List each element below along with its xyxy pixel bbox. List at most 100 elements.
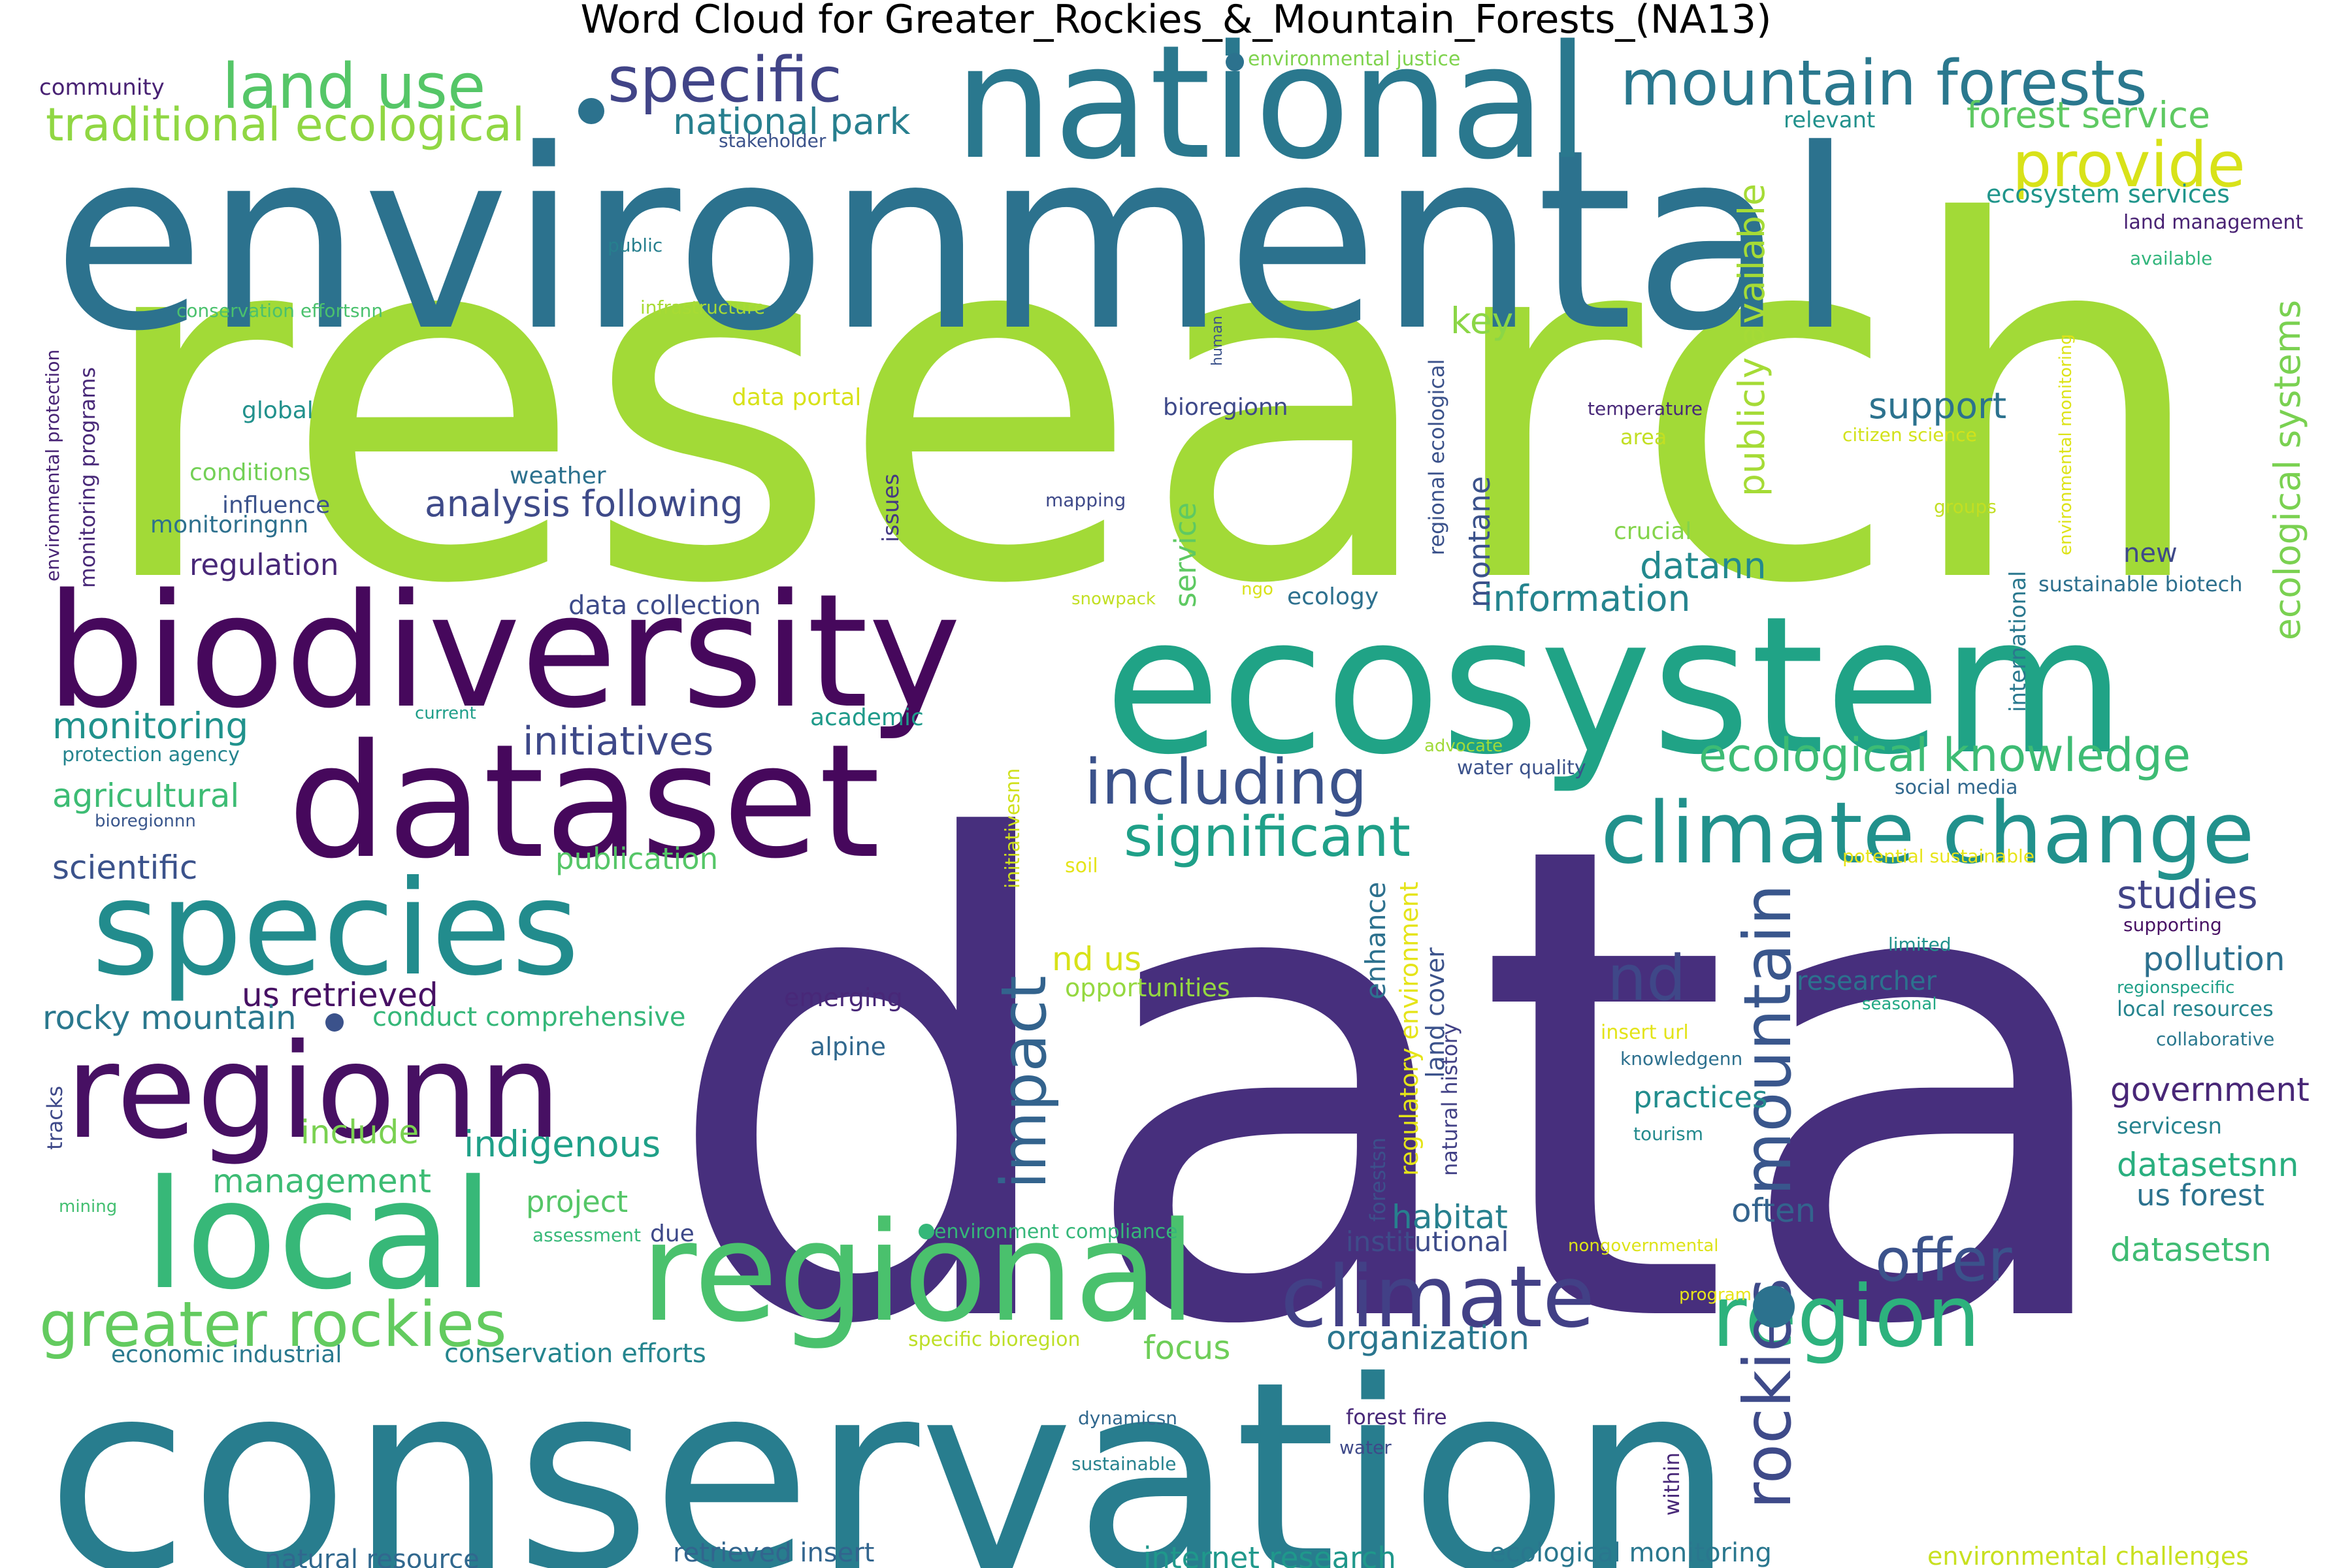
word-focus: focus — [1143, 1329, 1230, 1367]
word-nongovernmental: nongovernmental — [1568, 1236, 1719, 1256]
word-organization: organization — [1326, 1319, 1529, 1357]
word-ecological-monitoring: ecological monitoring — [1490, 1538, 1772, 1568]
word-knowledgenn: knowledgenn — [1620, 1048, 1742, 1070]
word-community: community — [39, 74, 165, 101]
word-internet-research: internet research — [1143, 1541, 1396, 1568]
word-forestsn: forestsn — [1365, 1137, 1390, 1222]
word-significant: significant — [1124, 805, 1411, 870]
word-mountain-forests: mountain forests — [1620, 48, 2148, 120]
word-government: government — [2110, 1071, 2310, 1109]
word-tracks: tracks — [42, 1086, 67, 1150]
word-environmental-monitoring: environmental monitoring — [2056, 334, 2076, 555]
word-conservation-effortsnn: conservation effortsnn — [176, 300, 383, 321]
word-stakeholder: stakeholder — [719, 130, 826, 152]
word-national: national — [954, 11, 1590, 194]
word-specific-bioregion: specific bioregion — [908, 1328, 1081, 1351]
word-project: project — [526, 1184, 628, 1219]
word-available: available — [2130, 248, 2212, 269]
word-environmental-justice: environmental justice — [1248, 48, 1460, 71]
word-mountain: mountain — [1729, 884, 1806, 1196]
word-mapping: mapping — [1045, 489, 1126, 511]
word-environmental-protection: environmental protection — [42, 350, 63, 581]
word-soil: soil — [1065, 855, 1098, 877]
word-ecological-knowledge: ecological knowledge — [1699, 728, 2191, 782]
word-publicly-available: publicly available — [1731, 184, 1772, 497]
word-ecological-systems: ecological systems — [2266, 300, 2308, 640]
word-climate: climate — [1281, 1247, 1595, 1347]
word-datann: datann — [1640, 545, 1767, 587]
word-land-use: land use — [222, 51, 485, 123]
word-natural-history: natural history — [1437, 1022, 1462, 1176]
word-monitoring: monitoring — [52, 705, 248, 747]
word-issues: issues — [878, 474, 904, 542]
word-management: management — [212, 1162, 431, 1200]
word-supporting: supporting — [2123, 914, 2222, 936]
word-ecosystem: ecosystem — [1104, 576, 2126, 796]
word-snowpack: snowpack — [1071, 589, 1156, 609]
word-offer: offer — [1875, 1226, 2012, 1295]
word-dynamicsn: dynamicsn — [1078, 1407, 1177, 1429]
word-initiatives: initiatives — [523, 719, 713, 764]
decorative-dot — [1226, 53, 1244, 71]
word-sustainable: sustainable — [1071, 1453, 1177, 1475]
word-advocate: advocate — [1424, 736, 1503, 756]
word-greater-rockies: greater rockies — [39, 1289, 507, 1361]
word-often: often — [1731, 1192, 1816, 1230]
word-conservation-efforts: conservation efforts — [444, 1339, 706, 1369]
word-mining: mining — [59, 1197, 117, 1217]
word-provide: provide — [2012, 129, 2246, 201]
word-potential-sustainable: potential sustainable — [1842, 845, 2034, 867]
word-land-management: land management — [2123, 211, 2304, 234]
word-collaborative: collaborative — [2156, 1028, 2274, 1050]
word-data: data — [660, 707, 2131, 1467]
word-data-collection: data collection — [568, 591, 761, 621]
word-us-retrieved: us retrieved — [242, 976, 438, 1014]
word-practices: practices — [1633, 1080, 1767, 1115]
word-natural-resource: natural resource — [265, 1544, 480, 1568]
word-analysis-following: analysis following — [425, 483, 743, 525]
word-datasetsnn: datasetsnn — [2117, 1146, 2298, 1184]
word-regulatory-environment: regulatory environment — [1395, 881, 1424, 1176]
word-conservation: conservation — [46, 1326, 1735, 1568]
word-including: including — [1085, 747, 1367, 819]
word-dataset: dataset — [287, 710, 880, 893]
word-include: include — [301, 1113, 419, 1151]
word-academic: academic — [810, 704, 924, 731]
word-ngo: ngo — [1241, 580, 1273, 599]
word-us-forest: us forest — [2136, 1178, 2264, 1213]
decorative-dot — [578, 98, 604, 124]
word-national-park: national park — [673, 101, 911, 142]
word-cloud-dots — [325, 53, 1795, 1328]
word-environmental: environmental — [52, 96, 1855, 385]
decorative-dot — [919, 1224, 934, 1239]
word-human: human — [1209, 316, 1226, 366]
word-public: public — [608, 235, 662, 256]
word-initiativesnn: initiativesnn — [1002, 768, 1024, 889]
word-datasetsn: datasetsn — [2110, 1231, 2272, 1269]
word-institutional: institutional — [1346, 1226, 1509, 1258]
word-opportunities: opportunities — [1065, 973, 1230, 1002]
word-cloud-words: dataresearchenvironmentalconservationeco… — [39, 11, 2310, 1568]
word-servicesn: servicesn — [2117, 1113, 2222, 1139]
word-limited: limited — [1888, 934, 1952, 955]
word-regionn: regionn — [65, 1016, 561, 1168]
word-conduct-comprehensive: conduct comprehensive — [372, 1002, 686, 1032]
word-indigenous: indigenous — [464, 1123, 661, 1165]
word-support: support — [1869, 385, 2006, 427]
word-traditional-ecological: traditional ecological — [46, 98, 525, 152]
word-international: international — [2005, 571, 2031, 712]
word-climate-change: climate change — [1601, 783, 2255, 883]
word-infrastructure: infrastructure — [640, 297, 765, 318]
word-forest-fire: forest fire — [1346, 1405, 1447, 1429]
word-local-resources: local resources — [2117, 996, 2274, 1021]
word-protection-agency: protection agency — [62, 743, 240, 766]
word-rocky-mountain: rocky mountain — [42, 999, 297, 1037]
word-environmental-challenges: environmental challenges — [1927, 1542, 2249, 1568]
word-regulation: regulation — [189, 547, 339, 582]
word-relevant: relevant — [1784, 107, 1875, 133]
decorative-dot — [1753, 1286, 1795, 1328]
word-impact: impact — [988, 975, 1060, 1189]
word-emerging: emerging — [784, 983, 903, 1012]
word-regional: regional — [640, 1192, 1196, 1352]
